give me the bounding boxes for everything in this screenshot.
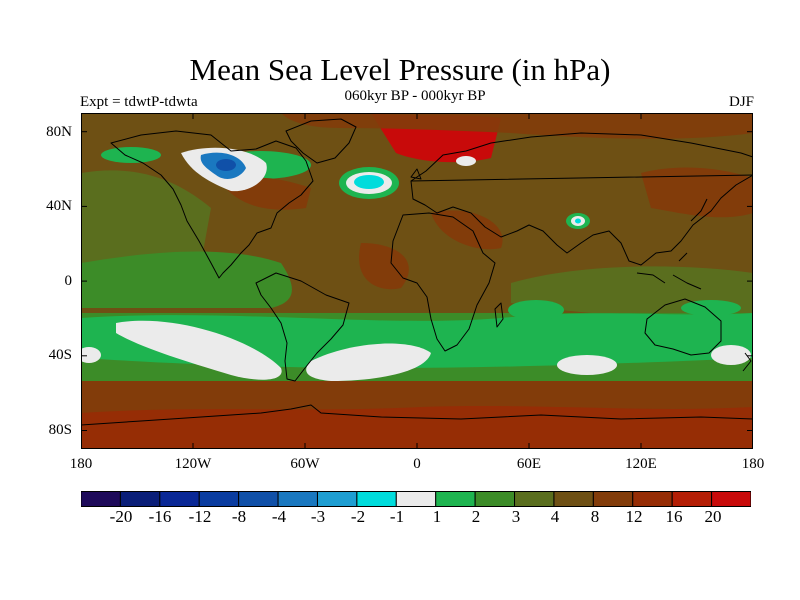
coast-greenland [285,118,357,164]
lat-tick-40s: 40S [48,347,72,363]
map-subtitle: 060kyr BP - 000kyr BP [344,88,486,104]
colorbar-box [356,491,397,507]
colorbar-label: 2 [471,507,481,526]
coast-africa [390,212,496,352]
lon-tick-60w: 60W [290,456,320,472]
field-green-bering [101,147,161,163]
colorbar-label: 8 [590,507,600,526]
colorbar-label: 16 [665,507,683,526]
colorbar-label: 1 [432,507,442,526]
colorbar-box [395,491,437,507]
field-green-trop-pac [81,251,292,308]
field-olive-npac [81,170,211,268]
coast-madagascar [494,302,504,328]
colorbar-box [711,491,751,507]
colorbar-label: 4 [550,507,560,526]
colorbar-box [632,491,673,507]
coast-antarctica [81,404,753,426]
pressure-map [81,113,753,449]
field-cyan-natl [354,175,384,189]
coastlines [81,118,753,426]
colorbar-box [671,491,713,507]
field-green-sind [508,300,564,320]
lat-tick-0: 0 [64,273,73,289]
pressure-field [81,113,753,449]
colorbar-box [592,491,634,507]
field-white-satl [306,343,431,381]
colorbar-box [435,491,476,507]
field-rust-sahara [359,243,409,290]
field-band-south-red [81,406,753,449]
colorbar-label: -12 [188,507,212,526]
colorbar-label: -1 [389,507,405,526]
colorbar-label: -3 [310,507,326,526]
colorbar-box [474,491,516,507]
coast-japan [690,198,708,222]
field-cyan-tibet [575,218,581,224]
field-rust-arabia [431,210,503,250]
coast-eurasia [410,132,753,266]
lon-tick-180e: 180 [741,456,765,472]
colorbar-label: 3 [511,507,521,526]
season-label: DJF [728,94,754,110]
lon-tick-120w: 120W [174,456,212,472]
field-white-sind [557,355,617,375]
field-white-scand [456,156,476,166]
lat-tick-80s: 80S [48,422,72,438]
field-darkblue-laurentide [216,159,236,171]
lon-tick-120e: 120E [625,456,657,472]
colorbar-box [238,491,279,507]
field-green-aus [681,300,741,316]
colorbar-label: -20 [109,507,133,526]
colorbar-box [277,491,318,507]
coast-se-asia [636,252,702,290]
colorbar-box [553,491,594,507]
field-white-tasman [711,345,751,365]
colorbar-label: -4 [271,507,287,526]
colorbar-box [119,491,161,507]
lon-tick-60e: 60E [516,456,542,472]
colorbar-boxes [81,491,751,507]
field-rust-nepac [641,167,753,218]
colorbar-label: -2 [350,507,366,526]
colorbar-label: -8 [231,507,247,526]
colorbar-label: -16 [148,507,172,526]
coast-south-america [255,272,350,382]
field-rust-north [281,113,753,139]
coast-north-america [110,130,314,279]
colorbar-label: 20 [704,507,722,526]
colorbar [81,491,751,507]
map-title: Mean Sea Level Pressure (in hPa) [189,52,611,87]
colorbar-box [514,491,555,507]
colorbar-label: 12 [625,507,643,526]
lat-tick-40n: 40N [46,198,72,214]
colorbar-box [81,491,121,507]
experiment-label: Expt = tdwtP-tdwta [80,94,198,110]
field-white-dateline [81,347,101,363]
coast-uk [410,168,422,180]
colorbar-box [316,491,358,507]
map-ticks [81,113,753,449]
lon-tick-0: 0 [413,456,421,472]
lat-tick-80n: 80N [46,124,72,140]
coast-australia [644,298,722,356]
lon-tick-180w: 180 [69,456,93,472]
colorbar-box [159,491,200,507]
field-white-spac [116,320,282,380]
colorbar-box [198,491,240,507]
